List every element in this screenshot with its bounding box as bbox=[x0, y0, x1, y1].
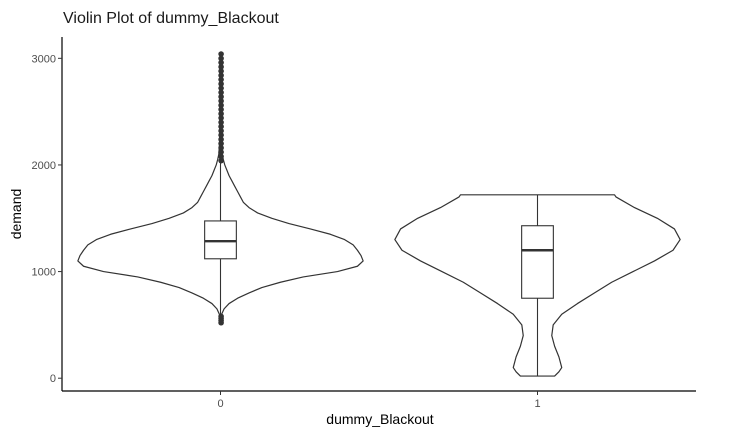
outlier-point bbox=[218, 157, 224, 164]
outlier-point bbox=[218, 68, 224, 74]
outlier-point bbox=[218, 51, 224, 57]
outlier-point bbox=[218, 106, 224, 113]
outlier-point bbox=[218, 313, 224, 320]
outlier-point bbox=[218, 140, 224, 147]
outlier-point bbox=[218, 115, 224, 121]
outlier-point bbox=[218, 136, 224, 143]
outlier-point bbox=[218, 102, 224, 109]
box-1 bbox=[521, 225, 554, 299]
outlier-point bbox=[218, 72, 224, 79]
outlier-point bbox=[218, 55, 224, 62]
outlier-point bbox=[218, 64, 224, 70]
y-axis-ticks: 0 1000 2000 3000 bbox=[32, 53, 62, 385]
x-axis-title: dummy_Blackout bbox=[326, 411, 433, 427]
violin-1 bbox=[394, 194, 681, 377]
outlier-point bbox=[218, 81, 224, 87]
outlier-point bbox=[218, 89, 224, 96]
outlier-point bbox=[218, 132, 224, 138]
y-tick-label: 3000 bbox=[32, 53, 56, 65]
y-tick-label: 1000 bbox=[32, 267, 56, 279]
outlier-point bbox=[218, 128, 224, 134]
outlier-point bbox=[218, 119, 224, 126]
y-axis-title: demand bbox=[8, 189, 24, 240]
outlier-point bbox=[218, 93, 224, 100]
outlier-point bbox=[218, 123, 224, 130]
outlier-point bbox=[218, 153, 224, 160]
plot-area bbox=[77, 51, 681, 377]
outlier-point bbox=[218, 59, 224, 66]
outlier-point bbox=[218, 110, 224, 117]
y-tick-label: 0 bbox=[50, 373, 56, 385]
outlier-point bbox=[218, 149, 224, 155]
outlier-point bbox=[218, 85, 224, 91]
chart-title: Violin Plot of dummy_Blackout bbox=[63, 10, 279, 27]
outlier-point bbox=[218, 76, 224, 83]
x-tick-label: 0 bbox=[217, 398, 223, 410]
x-tick-label: 1 bbox=[534, 398, 540, 410]
box-0 bbox=[204, 220, 237, 260]
outlier-point bbox=[218, 145, 224, 151]
outlier-point bbox=[218, 98, 224, 104]
y-tick-label: 2000 bbox=[32, 160, 56, 172]
